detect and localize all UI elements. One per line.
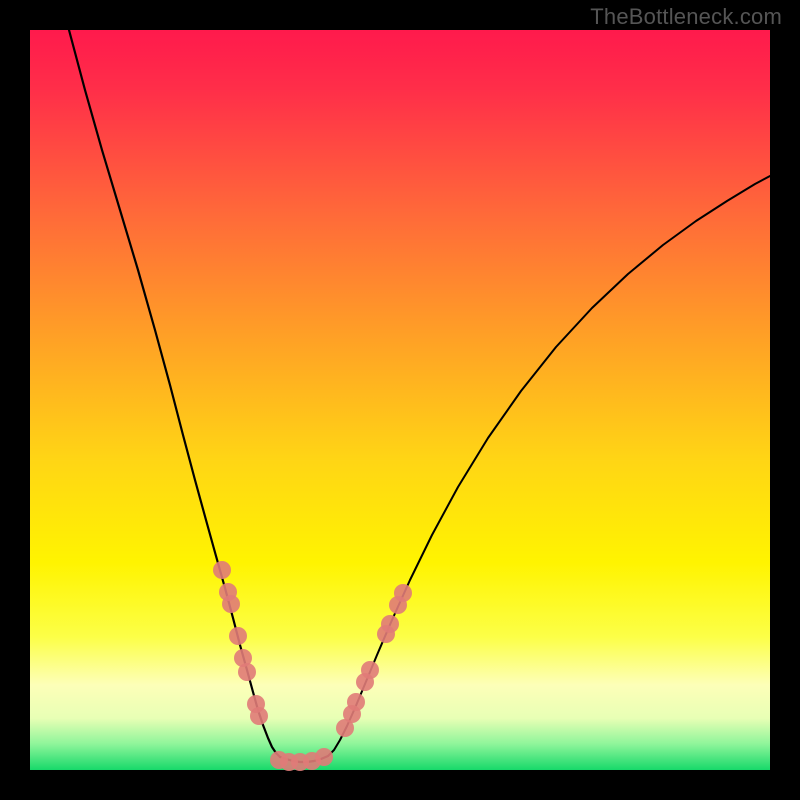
marker-dot <box>347 693 365 711</box>
marker-dot <box>315 748 333 766</box>
marker-dot <box>361 661 379 679</box>
marker-dot <box>250 707 268 725</box>
chart-overlay-svg <box>0 0 800 800</box>
marker-dot <box>381 615 399 633</box>
marker-dot <box>213 561 231 579</box>
marker-dot <box>238 663 256 681</box>
watermark-text: TheBottleneck.com <box>590 4 782 30</box>
curve-left-arm <box>69 30 280 757</box>
marker-dot <box>229 627 247 645</box>
marker-dot <box>222 595 240 613</box>
marker-dot <box>394 584 412 602</box>
curve-right-arm <box>328 176 770 756</box>
